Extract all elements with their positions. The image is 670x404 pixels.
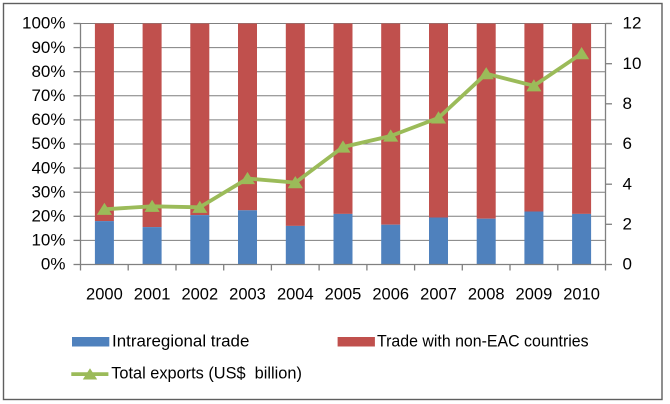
svg-text:2000: 2000 [86, 285, 123, 304]
svg-text:0: 0 [623, 255, 632, 274]
svg-text:Total exports (US$ billion): Total exports (US$ billion) [111, 364, 302, 383]
svg-text:2: 2 [623, 215, 632, 234]
svg-text:8: 8 [623, 94, 632, 113]
svg-text:4: 4 [623, 174, 632, 193]
svg-text:2002: 2002 [181, 285, 218, 304]
svg-text:50%: 50% [31, 134, 65, 153]
svg-text:2008: 2008 [468, 285, 505, 304]
svg-text:2005: 2005 [325, 285, 362, 304]
svg-text:Trade with non-EAC countries: Trade with non-EAC countries [377, 332, 589, 351]
svg-text:100%: 100% [22, 14, 65, 33]
svg-text:6: 6 [623, 134, 632, 153]
svg-text:12: 12 [623, 14, 642, 33]
svg-text:70%: 70% [31, 86, 65, 105]
svg-text:2010: 2010 [563, 285, 600, 304]
svg-text:2009: 2009 [516, 285, 553, 304]
svg-text:0%: 0% [41, 255, 66, 274]
svg-text:60%: 60% [31, 110, 65, 129]
svg-text:10: 10 [623, 54, 642, 73]
svg-text:2006: 2006 [372, 285, 409, 304]
svg-text:2004: 2004 [277, 285, 314, 304]
svg-text:2001: 2001 [134, 285, 171, 304]
svg-text:2007: 2007 [420, 285, 457, 304]
svg-text:2003: 2003 [229, 285, 266, 304]
svg-text:Intraregional trade: Intraregional trade [112, 332, 249, 351]
svg-text:80%: 80% [31, 62, 65, 81]
svg-text:30%: 30% [31, 182, 65, 201]
svg-text:10%: 10% [31, 231, 65, 250]
svg-text:40%: 40% [31, 158, 65, 177]
svg-text:90%: 90% [31, 38, 65, 57]
svg-text:20%: 20% [31, 207, 65, 226]
